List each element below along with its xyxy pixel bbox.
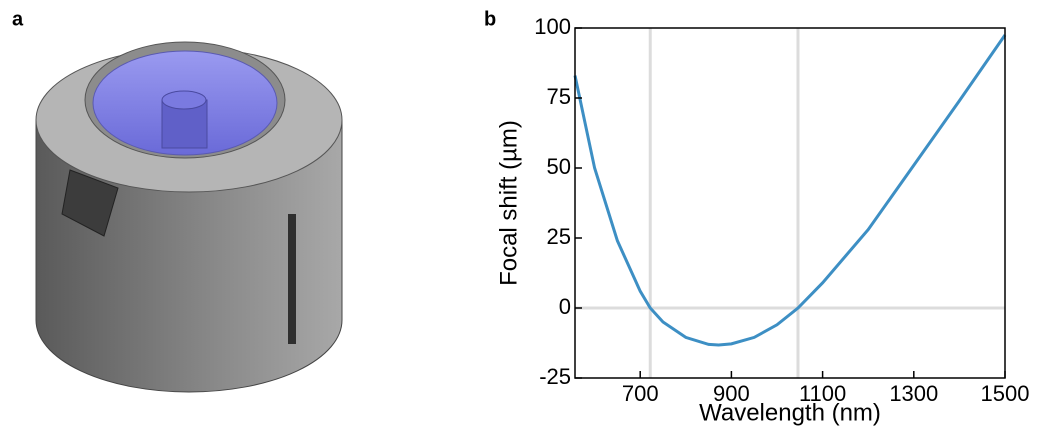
- panel-label: a: [12, 8, 24, 30]
- device-illustration: [35, 41, 343, 393]
- plot-frame: [574, 27, 1006, 379]
- y-tick-label: 50: [547, 154, 571, 179]
- y-tick-label: 25: [547, 224, 571, 249]
- y-tick-label: 75: [547, 84, 571, 109]
- y-axis-label: Focal shift (µm): [495, 120, 522, 286]
- panel-label: b: [484, 8, 496, 30]
- x-tick-label: 900: [713, 381, 750, 406]
- x-axis-label: Wavelength (nm): [699, 399, 881, 426]
- x-tick-label: 1100: [799, 381, 846, 406]
- x-tick-label: 700: [622, 381, 659, 406]
- y-tick-label: 100: [534, 14, 571, 39]
- y-tick-label: 0: [559, 294, 571, 319]
- data-line: [573, 34, 1007, 347]
- x-tick-label: 1300: [889, 381, 938, 406]
- x-tick-label: 1500: [981, 381, 1030, 406]
- y-tick-label: -25: [539, 364, 571, 389]
